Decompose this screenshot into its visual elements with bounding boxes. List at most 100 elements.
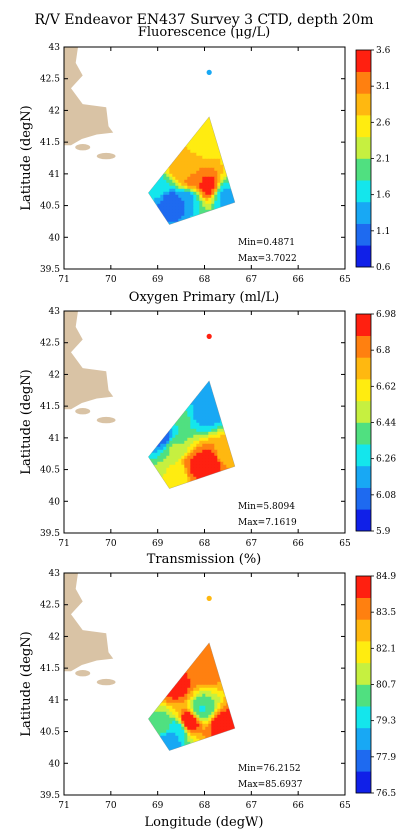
field-cell — [169, 657, 173, 662]
field-cell — [175, 212, 179, 217]
field-cell — [211, 140, 215, 145]
x-tick-label: 70 — [105, 539, 117, 549]
field-cell — [175, 173, 179, 178]
field-cell — [172, 434, 176, 439]
field-cell — [220, 443, 224, 448]
field-cell — [169, 473, 173, 478]
field-cell — [187, 182, 191, 187]
field-cell — [211, 717, 215, 722]
field-cell — [154, 191, 158, 196]
field-cell — [151, 152, 155, 157]
field-cell — [148, 140, 152, 145]
field-cell — [199, 140, 203, 145]
field-cell — [196, 137, 200, 142]
field-cell — [232, 747, 235, 751]
field-cell — [217, 221, 221, 225]
field-cell — [178, 681, 182, 686]
field-cell — [205, 461, 209, 466]
field-cell — [148, 693, 152, 698]
field-cell — [163, 446, 167, 451]
field-cell — [223, 720, 227, 725]
field-cell — [166, 648, 170, 653]
field-cell — [178, 663, 182, 668]
field-cell — [163, 690, 167, 695]
field-cell — [196, 158, 200, 163]
field-cell — [166, 218, 170, 223]
field-cell — [154, 140, 158, 145]
field-cell — [193, 188, 197, 193]
field-cell — [196, 675, 200, 680]
field-cell — [199, 687, 203, 692]
field-cell — [217, 398, 221, 403]
field-cell — [169, 669, 173, 674]
field-cell — [160, 654, 164, 659]
land-mass — [64, 573, 114, 672]
field-cell — [208, 176, 212, 181]
field-cell — [169, 164, 173, 169]
field-cell — [226, 404, 230, 409]
field-cell — [160, 410, 164, 415]
field-cell — [184, 125, 188, 130]
field-cell — [229, 666, 233, 671]
field-cell — [166, 188, 170, 193]
field-cell — [193, 714, 197, 719]
field-cell — [214, 687, 218, 692]
field-cell — [163, 657, 167, 662]
field-cell — [187, 215, 191, 220]
field-cell — [184, 693, 188, 698]
field-cell — [190, 446, 194, 451]
field-cell — [154, 449, 158, 454]
field-cell — [196, 206, 200, 211]
field-cell — [208, 188, 212, 193]
field-cell — [208, 717, 212, 722]
field-cell — [157, 738, 161, 743]
field-cell — [205, 645, 209, 650]
field-cell — [229, 428, 233, 433]
field-cell — [208, 206, 212, 211]
field-cell — [181, 738, 185, 743]
field-cell — [175, 122, 179, 127]
field-cell — [160, 134, 164, 139]
field-cell — [157, 726, 161, 731]
field-cell — [229, 179, 233, 184]
field-cell — [169, 428, 173, 433]
field-cell — [202, 122, 206, 127]
field-cell — [229, 663, 233, 668]
field-cell — [166, 404, 170, 409]
field-cell — [154, 392, 158, 397]
colorbar-swatch — [356, 245, 371, 268]
field-cell — [208, 410, 212, 415]
field-cell — [226, 398, 230, 403]
field-cell — [208, 452, 212, 457]
field-cell — [157, 116, 161, 121]
field-cell — [175, 738, 179, 743]
field-cell — [190, 419, 194, 424]
field-cell — [148, 669, 152, 674]
field-cell — [187, 476, 191, 481]
field-cell — [199, 675, 203, 680]
field-cell — [181, 164, 185, 169]
field-cell — [160, 194, 164, 199]
field-cell — [169, 729, 173, 734]
field-cell — [193, 119, 197, 124]
field-cell — [205, 717, 209, 722]
field-cell — [157, 470, 161, 475]
field-cell — [226, 738, 230, 743]
field-cell — [163, 479, 167, 484]
field-cell — [163, 443, 167, 448]
field-cell — [160, 137, 164, 142]
field-cell — [211, 443, 215, 448]
field-cell — [211, 395, 215, 400]
field-cell — [205, 440, 209, 445]
field-cell — [172, 729, 176, 734]
field-cell — [184, 467, 188, 472]
field-cell — [220, 651, 224, 656]
field-cell — [148, 116, 152, 121]
field-cell — [172, 693, 176, 698]
field-cell — [148, 657, 152, 662]
field-cell — [220, 131, 224, 136]
field-cell — [232, 675, 235, 680]
field-cell — [196, 479, 200, 484]
field-cell — [163, 684, 167, 689]
field-cell — [187, 452, 191, 457]
